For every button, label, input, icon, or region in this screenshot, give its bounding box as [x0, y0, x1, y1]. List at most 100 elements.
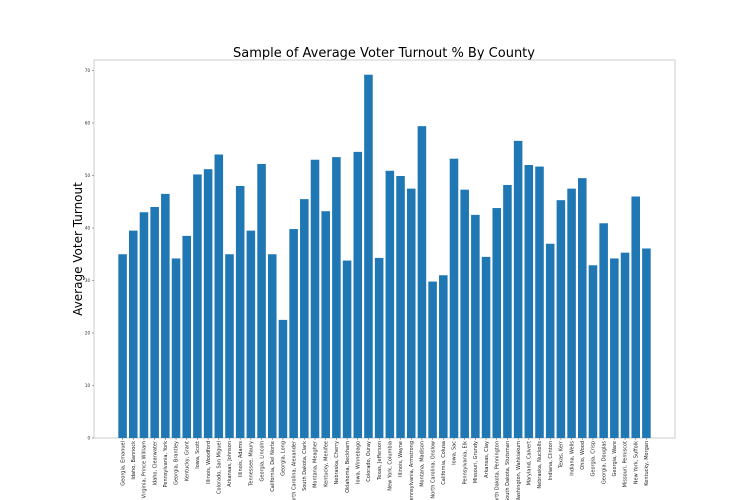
x-tick-label: Indiana, Clinton [548, 441, 554, 480]
bar [599, 223, 608, 438]
bar [492, 208, 502, 438]
x-tick-label: Virginia, Prince William [142, 441, 148, 498]
plot-area: 0 10 20 30 40 50 60 70 Georgia, Emanuel Idaho, Ba… [85, 59, 676, 500]
bar [118, 254, 127, 438]
bar [567, 188, 576, 438]
x-tick-label: North Carolina, Alexander [291, 440, 297, 500]
x-tick-label: Arkansas, Clay [484, 441, 490, 478]
x-tick-label: Indiana, Wells [569, 441, 575, 476]
bar [278, 319, 288, 438]
bar [385, 170, 395, 438]
bar [342, 260, 352, 438]
x-tick-label: Oklahoma, Beckham [345, 441, 351, 493]
x-tick-label: Kentucky, Grant [184, 441, 190, 481]
x-tick-label: Kentucky, Morgan [644, 441, 650, 486]
x-tick-label: Georgia, Long [281, 441, 287, 476]
x-tick-label: Missouri, Grundy [473, 441, 479, 483]
bar [310, 159, 320, 438]
bar [139, 212, 149, 438]
x-tick-label: Idaho, Bannock [131, 441, 137, 480]
x-tick-label: Pennsylvania, Elk [462, 441, 468, 485]
bar [428, 281, 437, 438]
bar [503, 184, 512, 438]
x-tick-label: Iowa, Scott [195, 441, 201, 469]
bar [225, 254, 234, 438]
bar [577, 178, 587, 438]
bar [588, 265, 598, 438]
bar [203, 169, 213, 438]
bar [417, 126, 427, 439]
bar [439, 275, 448, 438]
x-tick-label: Kentucky, Menifee [323, 441, 329, 487]
x-tick-label: Maryland, Calvert [527, 441, 533, 485]
x-tick-label: Iowa, Winnebago [355, 441, 361, 484]
plot-frame [93, 59, 676, 439]
y-tick-label: 60 [85, 120, 91, 125]
x-tick-label: Texas, Kerr [559, 440, 565, 469]
bar [321, 211, 330, 438]
x-tick-label: Illinois, Woodford [206, 441, 212, 484]
bar [214, 154, 224, 438]
x-tick-label: North Dakota, Pennington [494, 441, 500, 500]
x-tick-label: Georgia, Crisp [591, 441, 597, 477]
y-tick-label: 70 [85, 68, 91, 73]
x-tick-label: Pennsylvania, Armstrong [409, 441, 415, 500]
x-tick-label: Colorado, Ouray [366, 441, 372, 482]
bar [193, 174, 202, 438]
x-tick-label: Pennsylvania, York [163, 441, 169, 488]
x-tick-label: Georgia, Lincoln [259, 441, 265, 482]
bar [235, 186, 245, 438]
bar [161, 193, 170, 438]
x-tick-label: California, Colusa [441, 441, 447, 485]
bar [396, 176, 405, 438]
x-tick-label: Ohio, Wood [580, 441, 586, 470]
y-tick-label: 10 [85, 383, 91, 388]
bar [353, 151, 363, 438]
bar [620, 252, 630, 438]
bar [513, 140, 523, 438]
bar [406, 188, 416, 438]
bar [364, 74, 373, 438]
x-tick-label: Illinois, Adams [238, 441, 244, 477]
x-tick-label: Texas, Jefferson [377, 441, 383, 481]
x-tick-label: California, Del Norte [270, 441, 276, 492]
bar [332, 157, 341, 438]
bar [150, 207, 159, 438]
bar [610, 258, 619, 438]
y-tick-label: 50 [85, 173, 91, 178]
bar [128, 230, 138, 438]
x-tick-label: Illinois, Wayne [398, 441, 404, 477]
x-tick-label: Georgia, Emanuel [120, 441, 126, 486]
y-tick-label: 30 [85, 278, 91, 283]
bar [300, 199, 309, 438]
bar [481, 256, 491, 438]
x-tick-label: Nebraska, Cherry [334, 441, 340, 485]
bar [246, 230, 256, 438]
bar [257, 163, 266, 438]
x-tick-label: Montana, Madison [420, 441, 426, 487]
x-tick-label: Georgia, Douglas [601, 441, 607, 484]
bar [642, 248, 651, 438]
bar [471, 214, 480, 438]
bar [289, 229, 298, 438]
x-tick-label: Tennessee, Maury [249, 441, 255, 487]
y-tick-label: 20 [85, 330, 91, 335]
bar [267, 254, 277, 438]
x-tick-label: Colorado, San Miguel [216, 441, 222, 494]
x-tick-label: Missouri, Pemiscot [623, 441, 629, 487]
bar [374, 257, 384, 438]
bar [449, 158, 459, 438]
y-tick-label: 40 [85, 225, 91, 230]
bar [171, 258, 181, 438]
bar [524, 165, 534, 438]
x-tick-label: Washington, Wahkiakum [516, 441, 522, 500]
x-tick-label: Idaho, Clearwater [152, 440, 158, 485]
y-tick-label: 0 [87, 435, 90, 440]
x-tick-label: New York, Suffolk [633, 441, 639, 484]
bar [545, 243, 555, 438]
x-tick-label: Georgia, Ware [612, 441, 618, 477]
x-tick-label: Nebraska, Nuckolls [537, 441, 543, 489]
x-tick-label: Iowa, Sac [452, 441, 458, 465]
